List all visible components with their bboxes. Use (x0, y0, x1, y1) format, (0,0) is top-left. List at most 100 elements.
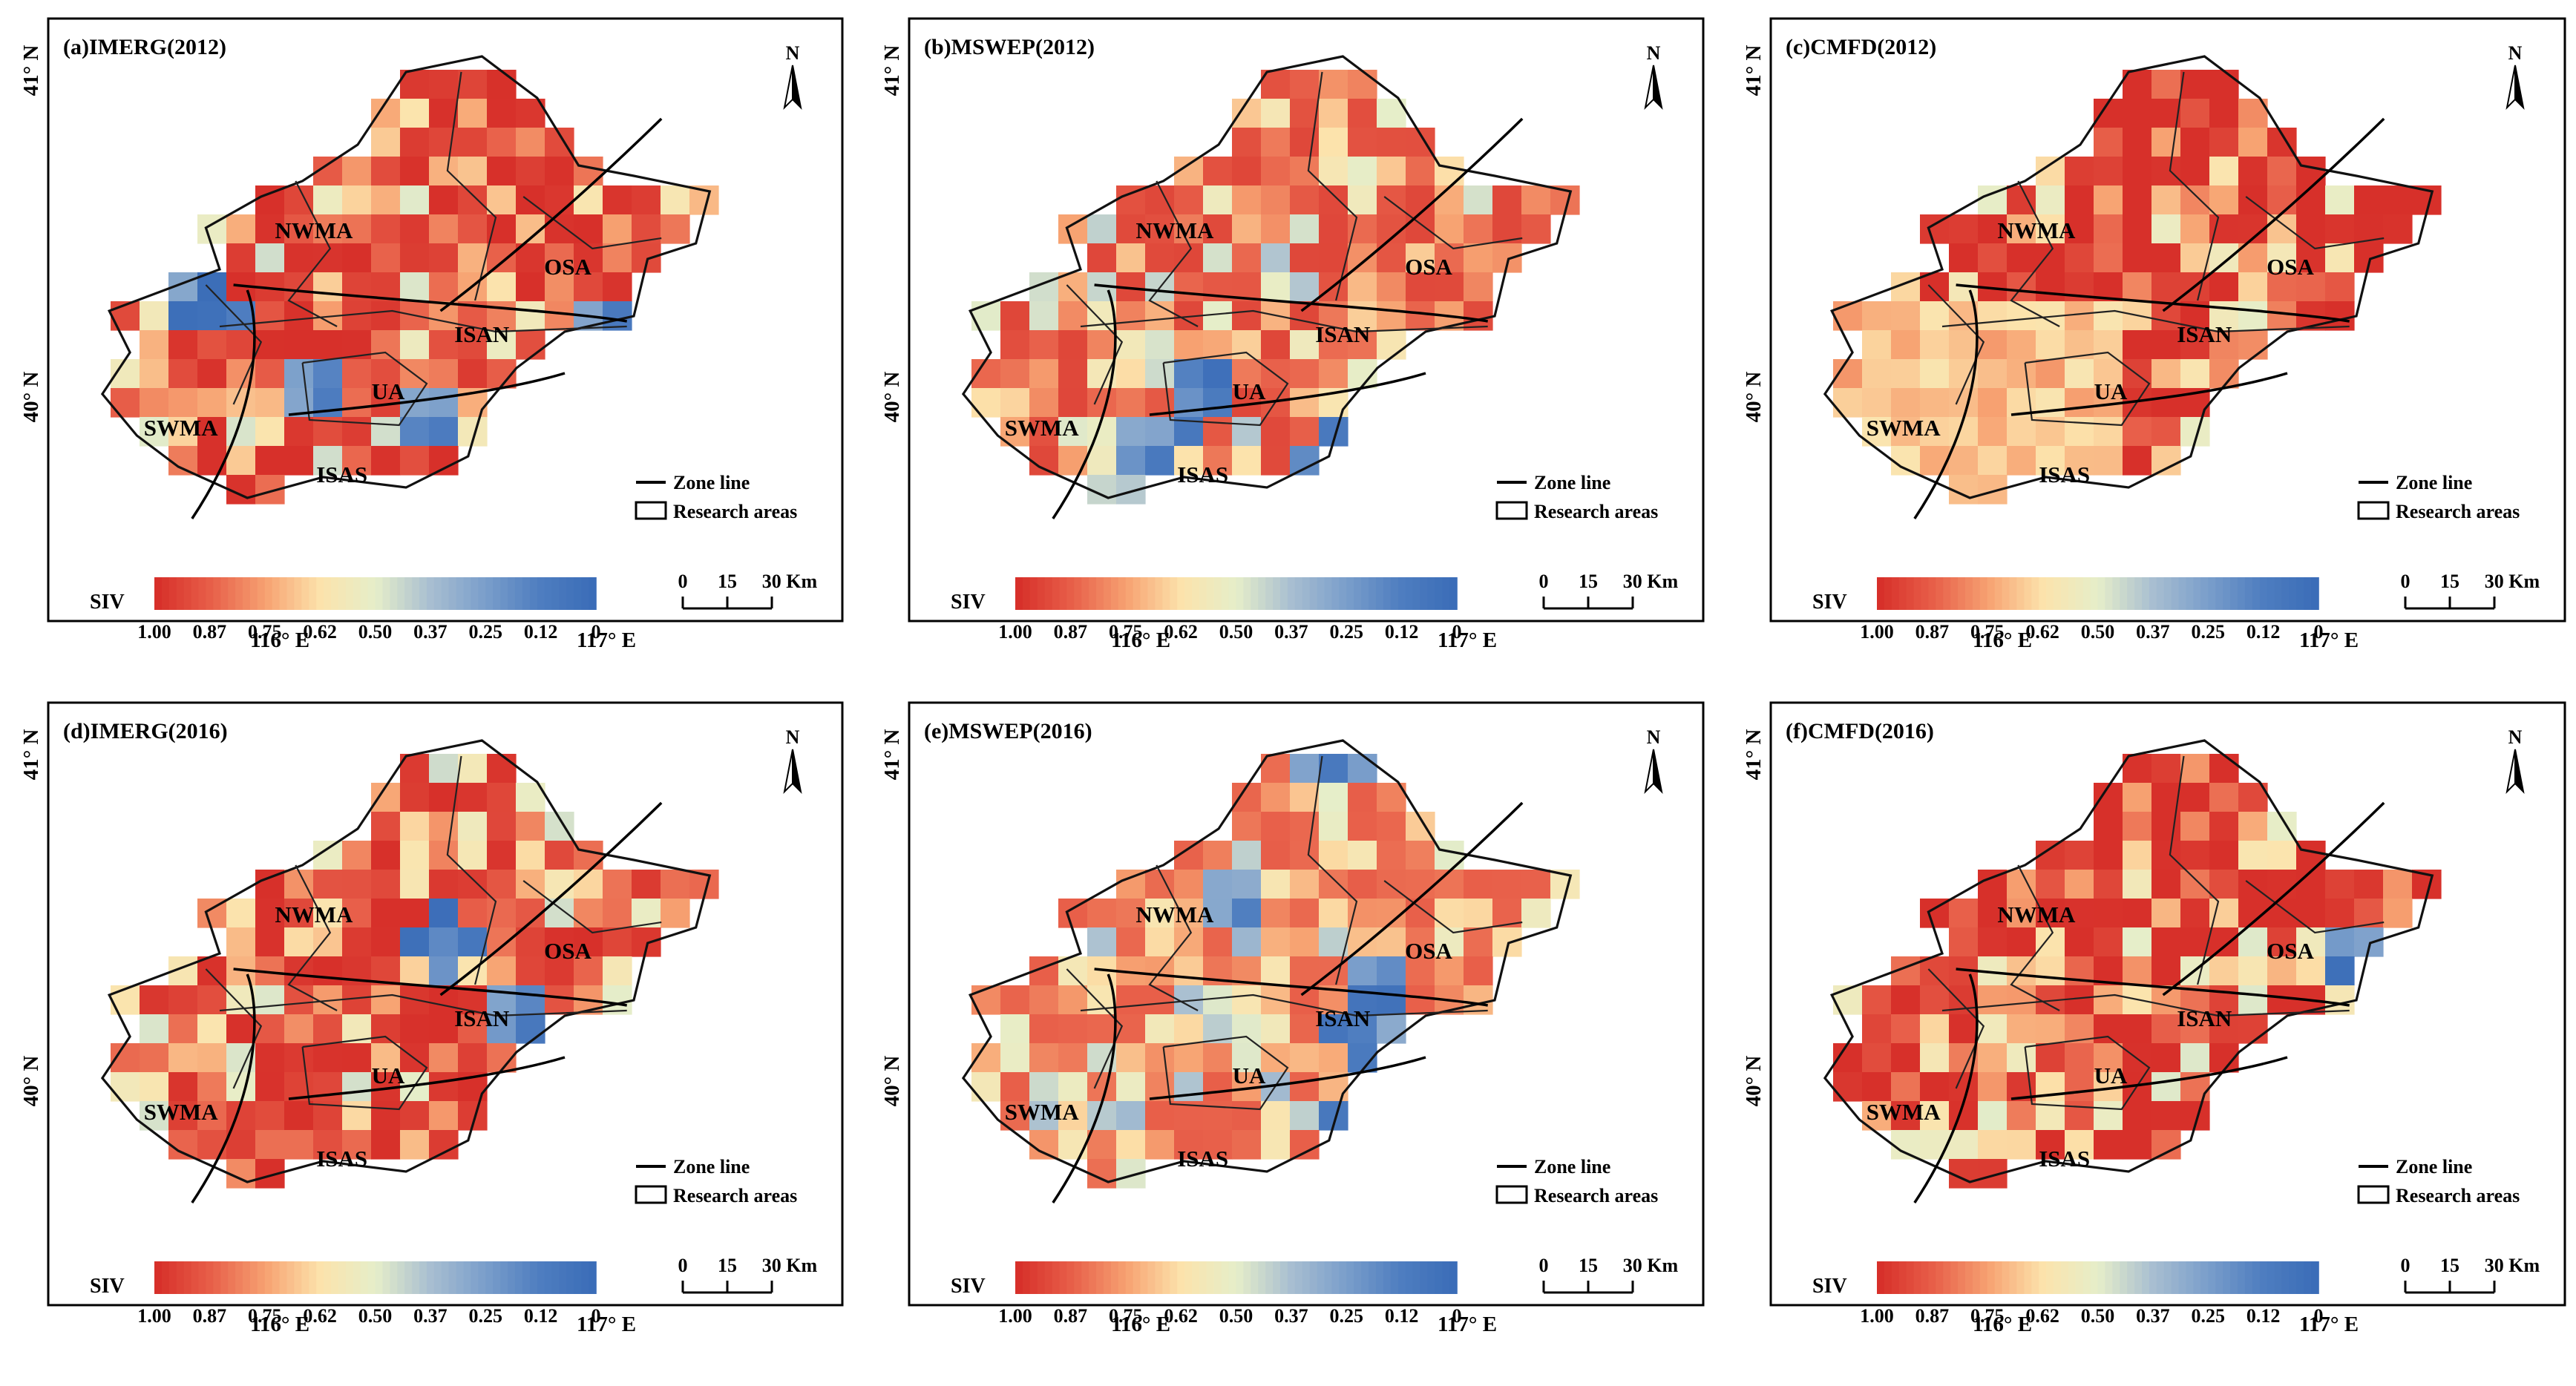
colorbar-segment (1884, 1261, 1892, 1294)
siv-cell (487, 99, 517, 128)
siv-cell (1174, 185, 1204, 215)
colorbar-segment (2075, 577, 2084, 610)
siv-cell (197, 359, 227, 389)
colorbar-tick-label: 0.62 (2025, 621, 2059, 643)
siv-cell (2094, 330, 2123, 360)
siv-cell (2007, 243, 2036, 273)
district-boundary (1941, 993, 2350, 1017)
colorbar-segment (1044, 577, 1053, 610)
siv-cell (168, 1130, 198, 1160)
colorbar-segment (1958, 577, 1966, 610)
siv-cell (1435, 899, 1464, 928)
region-label-swma: SWMA (1005, 1099, 1080, 1125)
siv-cell (1978, 899, 2008, 928)
siv-cell (1116, 1101, 1146, 1131)
siv-cell (1464, 985, 1493, 1015)
colorbar-tick-label: 0 (1452, 621, 1462, 643)
siv-cell (2296, 899, 2326, 928)
siv-cell (661, 214, 690, 244)
scale-bar-label: 30 Km (1623, 571, 1679, 592)
siv-cell (2151, 1014, 2181, 1044)
colorbar-segment (2112, 1261, 2120, 1294)
colorbar-segment (1346, 1261, 1354, 1294)
siv-cell (1058, 272, 1088, 302)
siv-cell (1348, 243, 1377, 273)
region-label-isan: ISAN (2177, 1005, 2232, 1031)
latitude-label: 40° N (19, 1056, 43, 1107)
siv-cell (1406, 985, 1435, 1015)
latitude-label: 41° N (1742, 45, 1766, 96)
siv-cell (1087, 899, 1117, 928)
region-label-isan: ISAN (454, 1005, 509, 1031)
colorbar-segment (1369, 1261, 1377, 1294)
siv-cell (1203, 841, 1233, 870)
colorbar-tick-label: 0.25 (2192, 621, 2226, 643)
colorbar-segment (1170, 577, 1178, 610)
siv-cell (2123, 812, 2152, 841)
siv-cell (2180, 870, 2210, 899)
region-label-nwma: NWMA (1997, 901, 2076, 927)
colorbar-tick-label: 1.00 (1860, 621, 1894, 643)
siv-cell (1029, 388, 1059, 418)
siv-cell (2209, 841, 2239, 870)
siv-cell (603, 243, 632, 273)
longitude-label: 117° E (577, 1313, 636, 1336)
siv-cell (400, 243, 430, 273)
district-boundary (1066, 284, 1124, 405)
colorbar-tick-label: 0.75 (1970, 1305, 2005, 1327)
colorbar-segment (213, 577, 221, 610)
siv-cell (313, 1043, 343, 1073)
district-boundary (1383, 196, 1523, 250)
siv-cell (516, 1014, 545, 1044)
colorbar-segment (235, 577, 243, 610)
map-panel-f: NWMA OSA ISAN SWMA UA ISAS (f)CMFD(2016) N 41° N… (1742, 701, 2566, 1336)
siv-cell (255, 1043, 285, 1073)
district-boundary (1080, 993, 1488, 1017)
siv-cell (400, 128, 430, 157)
colorbar-segment (1081, 1261, 1089, 1294)
colorbar-segment (2002, 1261, 2010, 1294)
siv-cell (1203, 185, 1233, 215)
siv-cell (342, 301, 372, 331)
colorbar-segment (1302, 577, 1311, 610)
siv-cell (342, 1130, 372, 1160)
siv-cell (1145, 1101, 1175, 1131)
siv-cell (2123, 243, 2152, 273)
district-boundary (205, 284, 263, 405)
panel-title: (a)IMERG(2012) (63, 35, 226, 59)
siv-cell (168, 1014, 198, 1044)
colorbar-segment (2002, 577, 2010, 610)
colorbar-tick-label: 0 (1452, 1305, 1462, 1327)
siv-cell (2094, 417, 2123, 447)
siv-cell (2094, 1130, 2123, 1160)
colorbar-segment (2178, 577, 2187, 610)
colorbar-segment (1236, 1261, 1245, 1294)
colorbar-segment (198, 577, 207, 610)
colorbar-segment (1913, 1261, 1922, 1294)
siv-cell (1319, 214, 1348, 244)
siv-cell (2209, 214, 2239, 244)
siv-cell (1116, 899, 1146, 928)
siv-cell (2209, 783, 2239, 812)
colorbar-tick-label: 0.12 (524, 1305, 558, 1327)
colorbar-segment (2178, 1261, 2187, 1294)
siv-cell (1029, 985, 1059, 1015)
siv-cell (371, 1014, 401, 1044)
siv-cell (140, 1072, 169, 1102)
siv-cell (168, 388, 198, 418)
siv-cell (2238, 128, 2268, 157)
siv-cell (371, 985, 401, 1015)
siv-cell (2007, 927, 2036, 957)
colorbar-segment (1184, 577, 1193, 610)
siv-cell (197, 1014, 227, 1044)
siv-cell (429, 330, 459, 360)
siv-cell (1029, 1101, 1059, 1131)
siv-cell (342, 185, 372, 215)
district-boundary (2245, 196, 2385, 250)
siv-cell (2325, 985, 2355, 1015)
siv-cell (1290, 243, 1320, 273)
colorbar-segment (2193, 577, 2202, 610)
siv-cell (429, 899, 459, 928)
district-boundary (446, 755, 497, 985)
